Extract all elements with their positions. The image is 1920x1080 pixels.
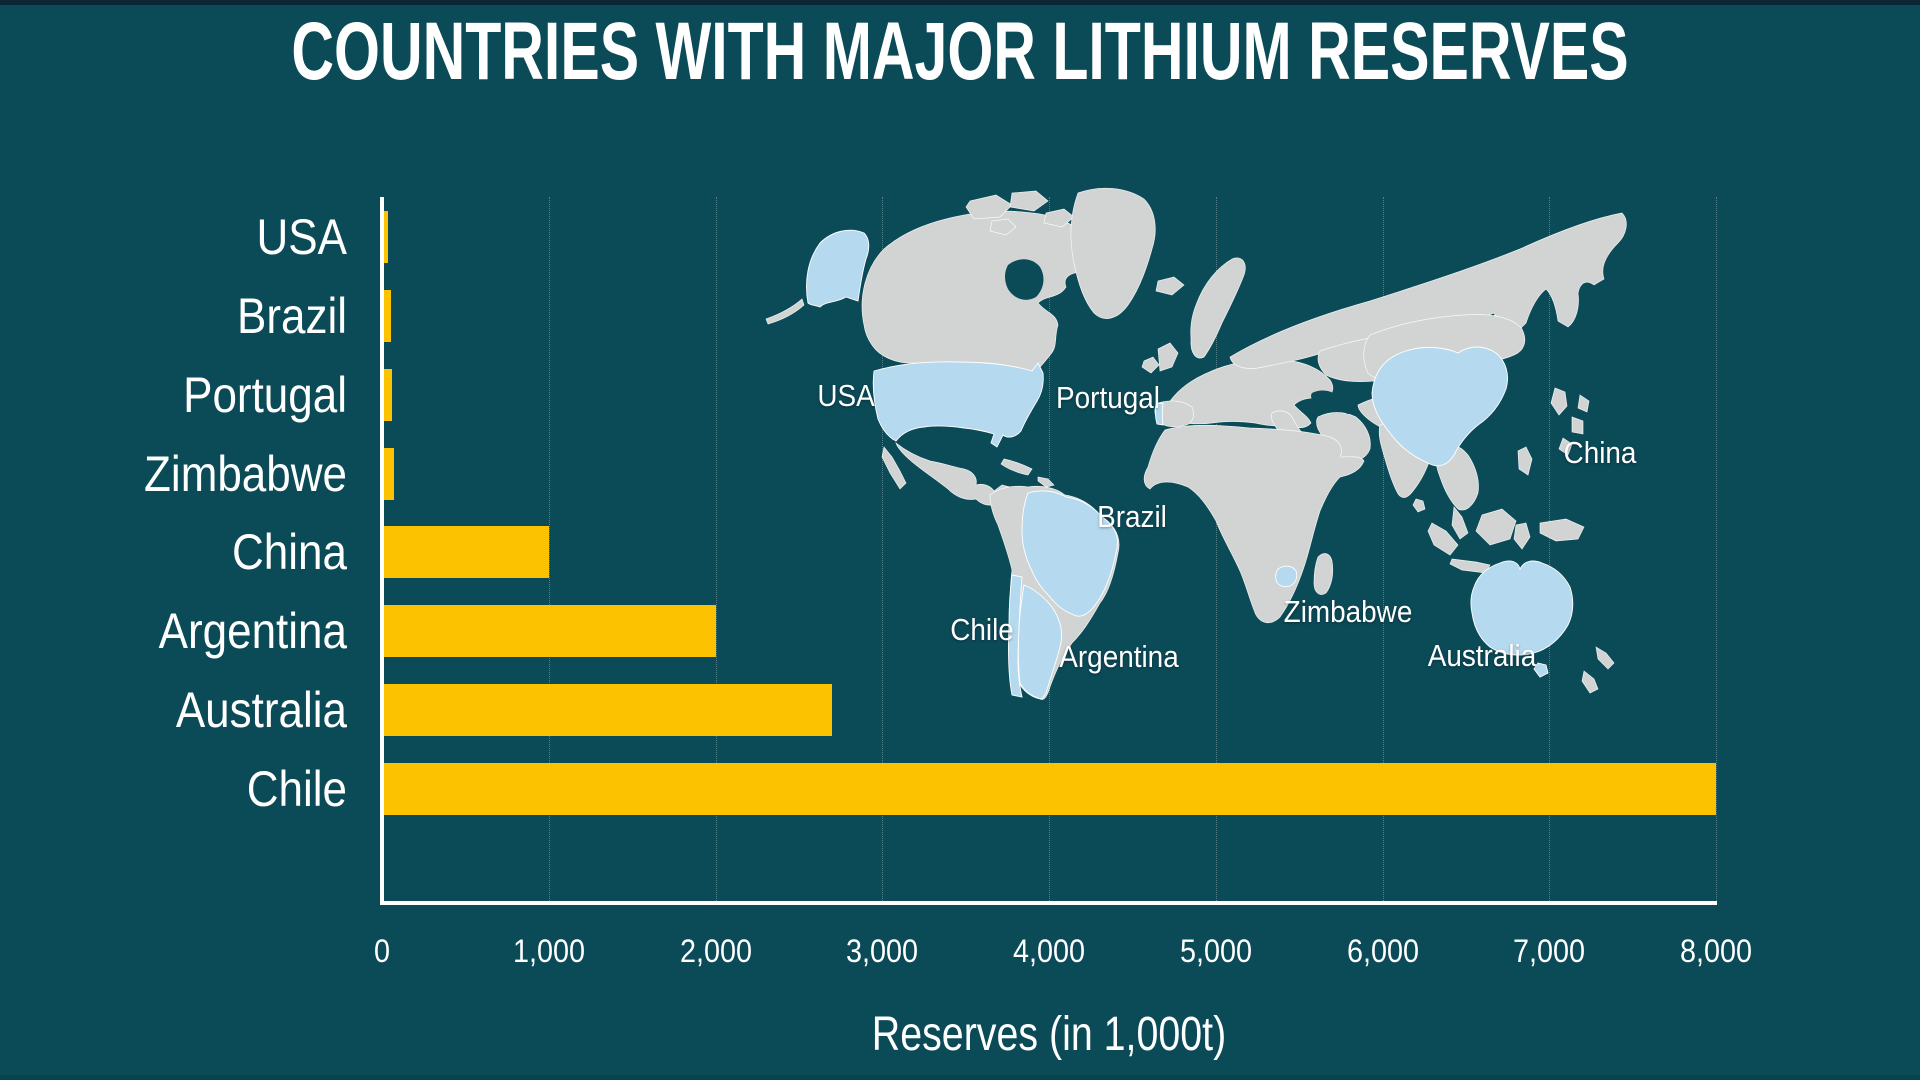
map-country-sri-lanka <box>1412 498 1426 513</box>
map-arctic-island <box>965 194 1013 220</box>
category-label-usa: USA <box>256 209 347 265</box>
map-country-png <box>1539 518 1585 542</box>
gridline <box>1549 197 1551 903</box>
map-country-korea <box>1550 387 1568 416</box>
map-malay-peninsula <box>1451 506 1469 540</box>
category-label-chile: Chile <box>246 761 347 818</box>
map-caspian-sea <box>1341 387 1356 414</box>
map-scandinavia <box>1190 257 1246 359</box>
map-country-zimbabwe <box>1275 565 1298 588</box>
category-label-zimbabwe: Zimbabwe <box>144 445 347 502</box>
bar-zimbabwe <box>384 447 394 500</box>
map-country-madagascar <box>1313 553 1334 595</box>
x-tick-label: 3,000 <box>846 933 919 969</box>
gridline <box>1382 197 1384 903</box>
map-label-argentina: Argentina <box>1059 639 1179 674</box>
x-tick-label: 1,000 <box>512 933 585 969</box>
bar-china <box>384 526 549 579</box>
x-tick-label: 5,000 <box>1179 933 1252 969</box>
bar-chile <box>384 763 1716 816</box>
map-hudson-bay <box>1005 259 1044 300</box>
top-border-strip <box>0 0 1920 5</box>
map-country-new-zealand <box>1581 670 1599 694</box>
map-baja-california <box>881 446 907 490</box>
category-label-brazil: Brazil <box>236 287 347 344</box>
map-country-canada <box>861 210 1095 382</box>
category-label-portugal: Portugal <box>183 366 347 423</box>
x-tick-label: 2,000 <box>679 933 752 969</box>
map-label-brazil: Brazil <box>1097 499 1167 534</box>
x-tick-label: 4,000 <box>1012 933 1086 969</box>
map-country-greenland <box>1070 187 1156 319</box>
category-label-australia: Australia <box>175 682 347 739</box>
map-country-portugal <box>1154 402 1164 426</box>
map-country-japan <box>1571 416 1584 435</box>
map-arctic-island <box>1043 208 1075 228</box>
map-country-philippines <box>1517 446 1533 476</box>
bar-argentina <box>384 605 716 658</box>
map-country-brazil <box>1021 490 1118 617</box>
bottom-border-strip <box>0 1075 1920 1080</box>
bar-usa <box>384 211 388 263</box>
category-label-china: China <box>232 524 347 581</box>
map-label-chile: Chile <box>950 612 1014 647</box>
map-label-china: China <box>1563 435 1637 470</box>
x-axis-title: Reserves (in 1,000t) <box>871 1008 1227 1061</box>
map-country-ireland <box>1141 356 1160 374</box>
map-country-new-zealand <box>1595 646 1615 670</box>
map-country-chile <box>1007 574 1023 698</box>
bar-brazil <box>384 289 391 342</box>
bar-portugal <box>384 368 392 421</box>
y-axis-line <box>380 197 384 905</box>
map-country-tasmania <box>1533 662 1549 678</box>
x-axis-line <box>380 901 1717 905</box>
map-island-sulawesi <box>1513 522 1531 550</box>
map-country-china <box>1371 346 1508 467</box>
map-island-sumatra <box>1427 522 1459 556</box>
gridline <box>1716 197 1717 903</box>
x-tick-label: 8,000 <box>1679 933 1753 969</box>
map-country-alaska-usa <box>806 229 870 308</box>
gridline <box>715 197 717 903</box>
gridline <box>548 197 550 903</box>
map-label-zimbabwe: Zimbabwe <box>1283 594 1413 629</box>
bar-australia <box>384 684 833 737</box>
map-country-iceland <box>1155 276 1185 296</box>
gridline <box>1215 197 1217 903</box>
map-black-sea <box>1311 390 1336 403</box>
map-country-usa <box>872 361 1044 448</box>
map-island-borneo <box>1475 508 1517 546</box>
gridline <box>882 197 884 903</box>
chart-title: COUNTRIES WITH MAJOR LITHIUM RESERVES <box>291 6 1629 97</box>
world-map <box>765 187 1627 700</box>
map-country-africa <box>1143 424 1365 624</box>
map-arctic-island <box>989 218 1017 236</box>
map-country-cuba <box>1000 458 1033 476</box>
map-aleutian-islands <box>765 298 805 325</box>
category-label-argentina: Argentina <box>158 603 347 660</box>
map-arctic-island <box>1009 190 1049 212</box>
map-country-australia <box>1470 560 1574 656</box>
x-tick-label: 6,000 <box>1346 933 1419 969</box>
map-label-usa: USA <box>817 378 875 413</box>
map-country-uk <box>1157 342 1179 372</box>
map-country-japan <box>1577 394 1590 413</box>
map-island-hispaniola <box>1037 476 1055 488</box>
x-tick-label: 0 <box>373 933 391 969</box>
map-label-portugal: Portugal <box>1056 380 1160 415</box>
map-country-japan <box>1558 437 1573 456</box>
map-island-java <box>1449 558 1491 574</box>
x-tick-label: 7,000 <box>1513 933 1586 969</box>
map-label-australia: Australia <box>1427 638 1537 673</box>
